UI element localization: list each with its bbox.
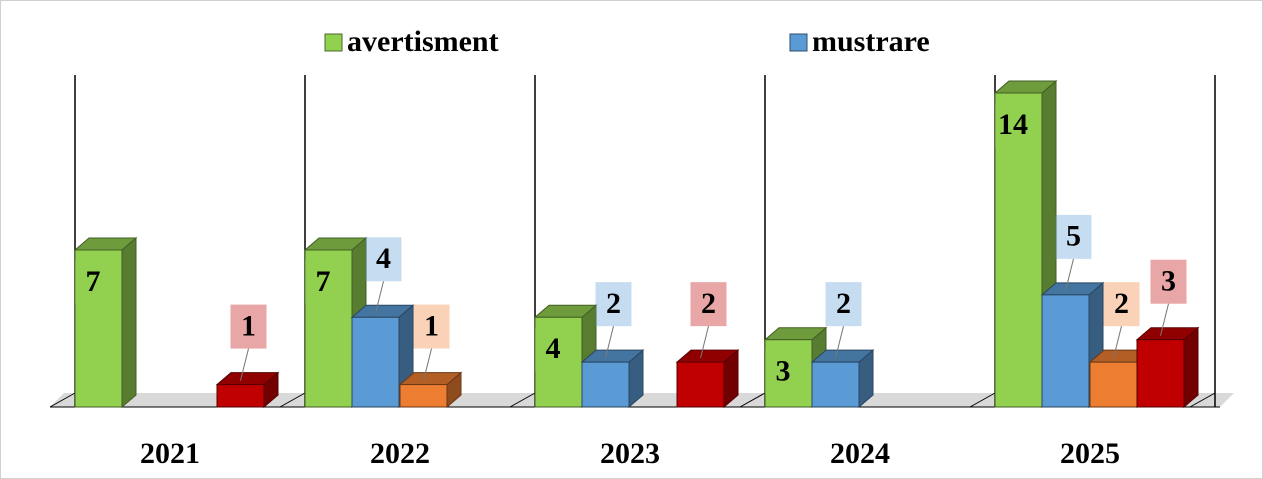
bar-front xyxy=(811,361,860,408)
bar-front xyxy=(994,92,1043,408)
bar xyxy=(763,326,828,409)
data-label: 4 xyxy=(376,242,391,275)
label-box xyxy=(690,282,727,327)
legend-swatch xyxy=(789,33,808,52)
data-label: 3 xyxy=(1161,265,1176,298)
x-tick-label: 2021 xyxy=(140,437,200,470)
label-box xyxy=(75,260,111,304)
label-box xyxy=(765,349,801,394)
x-tick-label: 2024 xyxy=(830,437,890,470)
label-box xyxy=(230,304,267,349)
data-label: 7 xyxy=(316,265,331,298)
bar xyxy=(73,236,138,409)
label-leader xyxy=(605,326,614,359)
label-box xyxy=(413,304,450,349)
floor-tick xyxy=(969,392,996,408)
floor-tick xyxy=(739,392,766,408)
label-leader xyxy=(1113,326,1122,359)
bar-front xyxy=(534,316,583,408)
data-label: 1 xyxy=(424,309,439,342)
legend-label: avertisment xyxy=(347,25,499,58)
label-box xyxy=(995,103,1031,147)
x-tick-label: 2025 xyxy=(1060,437,1120,470)
data-label: 2 xyxy=(836,287,851,320)
legend-swatch xyxy=(324,33,343,52)
label-leader xyxy=(240,348,249,381)
label-leader xyxy=(423,348,432,381)
bar-front xyxy=(351,316,400,408)
bar xyxy=(398,371,463,409)
data-label: 5 xyxy=(1066,220,1081,253)
data-label: 2 xyxy=(1114,287,1129,320)
label-box xyxy=(825,282,862,327)
bar xyxy=(580,349,645,409)
label-leader xyxy=(1160,303,1169,336)
bar-front xyxy=(304,249,353,408)
bar-front xyxy=(399,384,448,408)
label-leader xyxy=(375,281,384,314)
data-label: 1 xyxy=(241,309,256,342)
legend-label: mustrare xyxy=(812,25,930,58)
bar-front xyxy=(764,339,813,408)
bar xyxy=(810,349,875,409)
label-leader xyxy=(835,326,844,359)
data-label: 4 xyxy=(546,332,561,365)
label-box xyxy=(1150,259,1187,304)
x-tick-label: 2023 xyxy=(600,437,660,470)
label-box xyxy=(365,237,402,282)
x-tick-label: 2022 xyxy=(370,437,430,470)
data-label: 14 xyxy=(998,108,1028,141)
floor-tick xyxy=(1189,392,1216,408)
bar-front xyxy=(676,361,725,408)
floor-tick xyxy=(49,392,76,408)
bar xyxy=(1135,326,1200,409)
bar xyxy=(303,236,368,409)
bar-front xyxy=(1041,294,1090,408)
bar-side xyxy=(121,236,137,409)
bar-front xyxy=(74,249,123,408)
label-leader xyxy=(700,326,709,359)
bar-front xyxy=(216,384,265,408)
label-box xyxy=(1103,282,1140,327)
data-label: 7 xyxy=(86,265,101,298)
data-label: 3 xyxy=(776,355,791,388)
bar xyxy=(215,371,280,409)
label-box xyxy=(305,260,341,304)
bar-front xyxy=(581,361,630,408)
bar-front xyxy=(1089,361,1138,408)
data-label: 2 xyxy=(606,287,621,320)
label-box xyxy=(535,327,571,372)
data-label: 2 xyxy=(701,287,716,320)
bar-side xyxy=(1183,326,1199,409)
bar xyxy=(675,349,740,409)
floor-tick xyxy=(279,392,306,408)
label-box xyxy=(595,282,632,327)
label-leader xyxy=(1065,258,1074,291)
floor-tick xyxy=(509,392,536,408)
label-box xyxy=(1055,214,1092,259)
bar-front xyxy=(1136,339,1185,408)
